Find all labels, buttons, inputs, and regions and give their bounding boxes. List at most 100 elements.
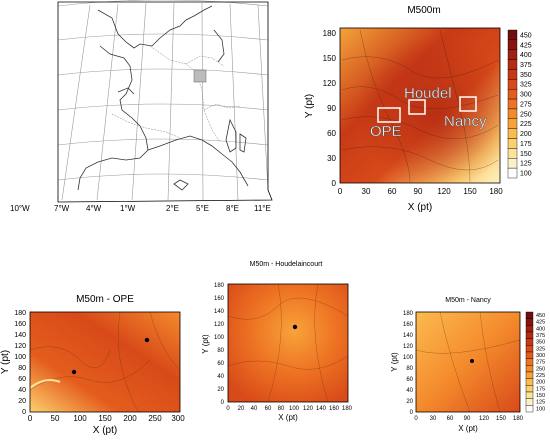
ope-box [377,107,401,123]
m50-ope-panel: M50m - OPE 0 50 100 150 200 250 [0,290,190,438]
x-tick: 120 [303,406,314,412]
y-tick: 100 [403,355,414,361]
x-tick: 40 [251,406,258,412]
x-tick: 30 [362,187,371,196]
y-tick: 40 [18,387,26,394]
map-frame [57,1,273,203]
houdel-ylabel: Y (pt) [201,334,210,354]
x-tick: 300 [171,414,185,423]
y-tick: 80 [406,366,413,372]
x-tick: 250 [148,414,162,423]
m50-nancy-panel: M50m - Nancy 0 30 60 90 120 150 180 0 [390,290,550,438]
colorbar-swatch [507,59,518,70]
x-tick: 50 [51,414,60,423]
colorbar-label: 300 [520,92,532,99]
colorbar-swatch [507,29,518,41]
colorbar-swatch [525,338,534,346]
x-tick: 140 [316,406,327,412]
colorbar-label: 450 [536,313,545,319]
lon-label: 1°W [120,204,136,213]
ope-label: OPE [370,123,402,140]
colorbar-swatch [525,345,534,353]
y-tick: 180 [403,311,414,317]
nancy-title: M50m - Nancy [445,297,491,304]
y-tick: 80 [18,365,26,372]
y-tick: 120 [403,344,414,350]
m50-houdel-map: M50m - Houdelaincourt 0 20 40 60 80 100 … [201,261,353,422]
y-tick: 120 [323,79,337,88]
y-tick: 150 [323,54,337,63]
colorbar-swatch [525,378,534,386]
colorbar-label: 100 [536,406,545,412]
lon-label: 10°W [10,204,30,213]
y-tick: 140 [403,333,414,339]
m500-panel: M500m OPE [300,0,550,222]
nancy-colorbar: 4504254003753503253002752502252001751501… [525,311,545,412]
houdel-site-dot [292,324,298,330]
colorbar-swatch [507,108,518,120]
colorbar-swatch [507,138,518,149]
ope-xlabel: X (pt) [93,425,117,436]
colorbar-label: 400 [520,52,532,59]
colorbar-swatch [525,318,534,326]
y-tick: 40 [217,374,224,380]
ope-ylabel: Y (pt) [0,350,11,374]
y-tick: 180 [214,283,225,289]
nancy-field [416,312,520,412]
y-tick: 140 [214,309,225,315]
y-tick: 0 [22,409,26,416]
ope-contours [29,311,181,413]
x-tick: 60 [388,187,397,196]
y-tick: 40 [406,388,413,394]
x-tick: 20 [238,406,245,412]
y-tick: 20 [406,399,413,405]
m50-nancy-map: M50m - Nancy 0 30 60 90 120 150 180 0 [390,297,545,433]
m50-houdel-panel: M50m - Houdelaincourt 0 20 40 60 80 100 … [198,256,358,424]
m500-colorbar: 450 425 400 375 350 325 300 275 250 225 200 175 150 1… [507,29,532,179]
nancy-site-dot [470,359,474,363]
colorbar-label: 350 [536,340,545,346]
y-tick: 180 [323,29,337,38]
y-tick: 60 [217,361,224,367]
ope-site-dot [144,337,150,343]
y-tick: 100 [14,354,26,361]
longitude-labels: 10°W 7°W 4°W 1°W 2°E 5°E 8°E 11°E [10,204,271,213]
colorbar-label: 175 [536,386,545,392]
lon-label: 11°E [254,204,271,213]
colorbar-label: 375 [536,333,545,339]
houdel-yticks: 0 20 40 60 80 100 120 140 160 180 [214,283,225,406]
colorbar-swatch [507,49,518,60]
colorbar-label: 200 [536,380,545,386]
locator-map: 10°W 7°W 4°W 1°W 2°E 5°E 8°E 11°E [10,0,273,213]
colorbar-swatch [525,358,534,366]
m500-ylabel: Y (pt) [304,94,315,118]
x-tick: 120 [437,187,451,196]
colorbar-swatch [525,398,534,406]
x-tick: 0 [226,406,230,412]
y-tick: 20 [18,398,26,405]
colorbar-swatch [507,118,518,129]
nancy-label: Nancy [444,113,487,130]
houdel-xlabel: X (pt) [278,413,298,422]
colorbar-swatch [525,391,534,399]
colorbar-label: 425 [520,42,532,49]
lon-label: 8°E [226,204,239,213]
colorbar-swatch [525,311,534,319]
colorbar-label: 400 [536,326,545,332]
ope-field [30,312,180,412]
houdel-contours [227,283,349,403]
study-area-marker [193,69,207,83]
x-tick: 30 [430,416,437,422]
houdel-field [228,284,348,402]
colorbar-label: 425 [536,320,545,326]
m500-contours [341,29,499,183]
coastlines [77,5,249,191]
y-tick: 0 [410,410,414,416]
colorbar-swatch [525,351,534,359]
colorbar-label: 125 [536,400,545,406]
y-tick: 160 [403,322,414,328]
m500-xticks: 0 30 60 90 120 150 180 [338,187,503,196]
x-tick: 200 [123,414,137,423]
m500-xlabel: X (pt) [408,202,432,213]
colorbar-label: 200 [520,131,532,138]
